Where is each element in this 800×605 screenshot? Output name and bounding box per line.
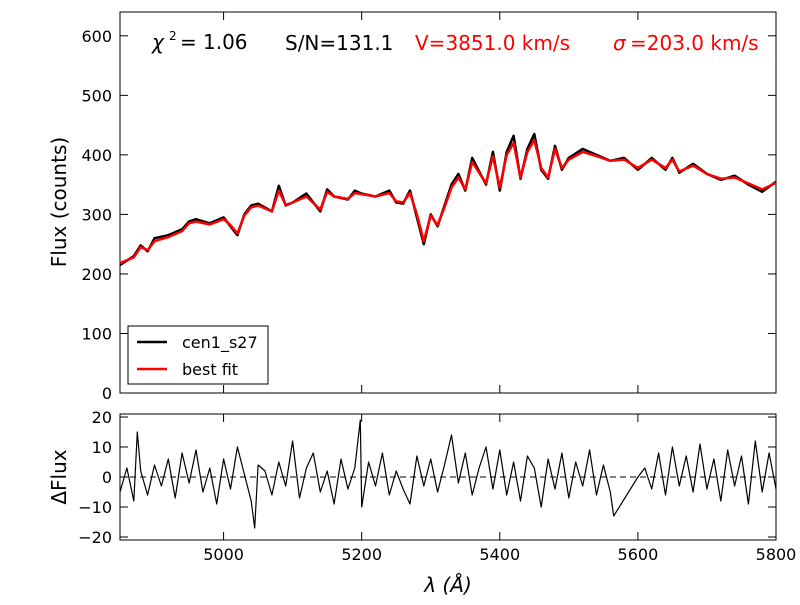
chi2-exponent: 2 xyxy=(169,29,177,43)
legend-box xyxy=(127,325,269,385)
x-tick-label: 5000 xyxy=(203,545,244,564)
spectrum-x-ticks xyxy=(223,12,777,393)
spectrum-y-tick-label: 300 xyxy=(81,205,112,224)
residual-y-tick-label: −10 xyxy=(78,498,112,517)
sigma-annotation: =203.0 km/s xyxy=(630,31,759,55)
legend: cen1_s27 best fit xyxy=(127,325,269,385)
spectrum-y-tick-label: 600 xyxy=(81,27,112,46)
sn-annotation: S/N=131.1 xyxy=(285,31,393,55)
residual-panel: −20 −10 0 10 20 5000 5200 5400 5600 5800 ΔFlux λ… xyxy=(47,408,796,597)
chi2-symbol: χ xyxy=(151,30,165,54)
sigma-symbol: σ xyxy=(613,31,627,55)
x-tick-label: 5200 xyxy=(341,545,382,564)
best-fit-line xyxy=(119,138,777,265)
legend-label-data: cen1_s27 xyxy=(182,333,258,353)
residual-y-tick-label: −20 xyxy=(78,528,112,547)
legend-label-fit: best fit xyxy=(182,360,238,379)
residual-y-tick-label: 20 xyxy=(92,408,112,427)
x-axis-label: λ (Å) xyxy=(423,573,472,597)
spectrum-y-tick-label: 100 xyxy=(81,324,112,343)
spectrum-y-tick-label: 0 xyxy=(102,384,112,403)
x-axis-variable: λ xyxy=(423,573,436,597)
residual-line xyxy=(119,419,777,529)
x-tick-label: 5800 xyxy=(756,545,797,564)
x-tick-label: 5600 xyxy=(618,545,659,564)
residual-y-tick-label: 0 xyxy=(102,468,112,487)
x-axis-unit: Å xyxy=(448,573,464,597)
spectrum-y-tick-label: 400 xyxy=(81,146,112,165)
chi2-value: 1.06 xyxy=(203,30,248,54)
residual-lines xyxy=(119,419,777,529)
residual-y-axis-label: ΔFlux xyxy=(47,449,71,504)
spectrum-y-axis-label: Flux (counts) xyxy=(47,137,71,267)
spectrum-y-tick-label: 500 xyxy=(81,86,112,105)
spectrum-y-tick-label: 200 xyxy=(81,265,112,284)
residual-x-ticks: 5000 5200 5400 5600 5800 xyxy=(203,414,796,564)
spectrum-lines xyxy=(119,132,777,267)
x-tick-label: 5400 xyxy=(479,545,520,564)
spectrum-y-ticks: 0 100 200 300 400 500 600 xyxy=(81,27,776,403)
chi2-equals: = xyxy=(180,30,197,54)
residual-y-tick-label: 10 xyxy=(92,438,112,457)
velocity-annotation: V=3851.0 km/s xyxy=(415,31,570,55)
